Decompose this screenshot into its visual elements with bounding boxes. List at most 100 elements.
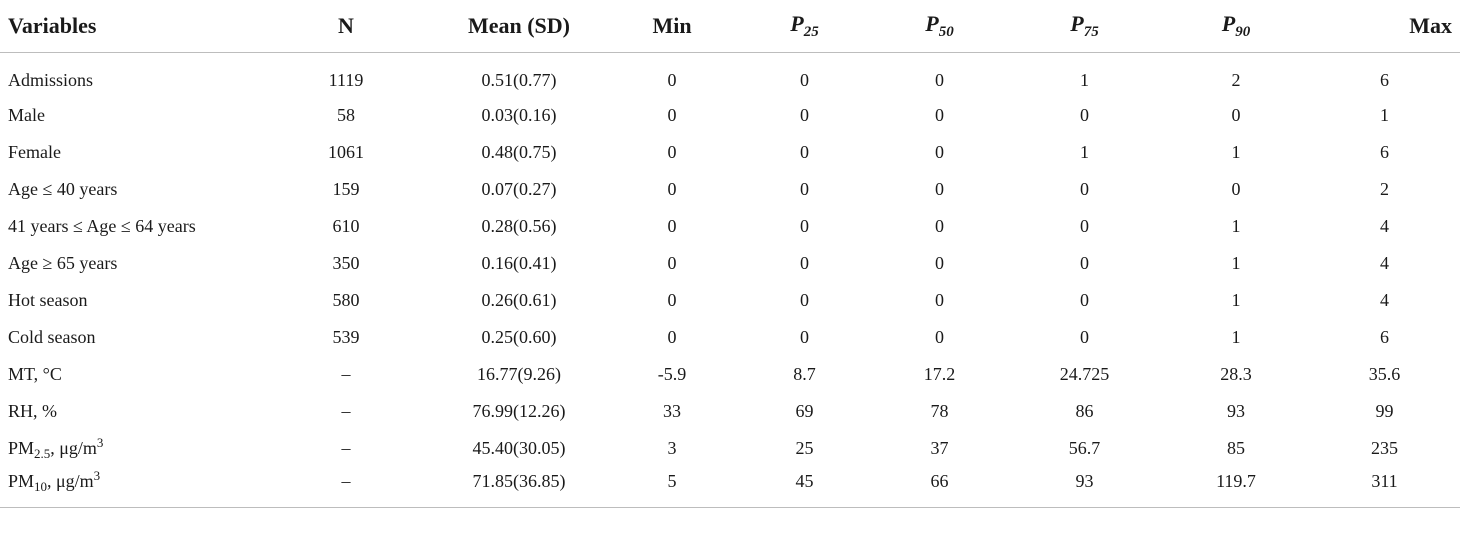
row-label-superscript: 3: [93, 467, 101, 483]
row-label: RH, %: [8, 401, 57, 421]
cell-mean-sd: 0.51(0.77): [481, 69, 557, 90]
cell-p75: 1: [1080, 142, 1089, 162]
cell-p75: 93: [1006, 467, 1163, 508]
cell-max: 6: [1380, 69, 1389, 90]
cell-p90: 1: [1231, 216, 1241, 236]
cell-mean-sd: 0.25(0.60): [481, 327, 557, 347]
header-max: Max: [1309, 0, 1460, 53]
cell-min: 0: [667, 290, 677, 310]
cell-p25: 0: [800, 69, 809, 90]
cell-min: -5.9: [657, 364, 687, 384]
cell-min: 0: [667, 327, 677, 347]
cell-min: 33: [663, 401, 681, 421]
cell-max: 99: [1375, 401, 1394, 421]
cell-p50: 0: [935, 290, 944, 310]
table-row: Female 1061 0.48(0.75) 0 0 0 1 1 6: [0, 134, 1460, 171]
table-row: Age ≤ 40 years 159 0.07(0.27) 0 0 0 0 0 2: [0, 171, 1460, 208]
table-row: 41 years ≤ Age ≤ 64 years 610 0.28(0.56) 0 0…: [0, 208, 1460, 245]
cell-mean-sd: 0.48(0.75): [481, 142, 557, 162]
cell-mean-sd: 76.99(12.26): [472, 401, 566, 421]
cell-p25: 0: [800, 105, 809, 125]
cell-n: –: [341, 438, 351, 458]
row-label: Male: [8, 105, 45, 125]
header-p25: P25: [736, 0, 873, 53]
cell-n: 610: [332, 216, 360, 236]
cell-min: 0: [667, 253, 677, 273]
cell-p50: 0: [935, 142, 944, 162]
row-label: MT, °C: [8, 364, 62, 384]
cell-p25: 0: [800, 253, 809, 273]
row-label: Hot season: [8, 290, 88, 310]
row-label-unit: , μg/m: [47, 470, 94, 491]
cell-p90: 1: [1231, 253, 1241, 273]
cell-mean-sd: 0.07(0.27): [481, 179, 557, 199]
row-label: Admissions: [8, 69, 94, 90]
cell-p75: 0: [1080, 216, 1089, 236]
cell-p90: 119.7: [1163, 467, 1309, 508]
row-label-subscript: 2.5: [34, 446, 51, 461]
header-p90-sub: 90: [1235, 24, 1251, 40]
cell-n: 1061: [328, 142, 364, 162]
cell-max: 311: [1309, 467, 1460, 508]
cell-p50: 17.2: [923, 364, 956, 384]
header-p75-sub: 75: [1083, 24, 1099, 40]
row-label-text: PM: [8, 438, 35, 458]
cell-n: 1119: [328, 69, 364, 90]
cell-p75: 0: [1080, 253, 1089, 273]
cell-p50: 0: [935, 179, 944, 199]
header-min: Min: [608, 0, 736, 53]
cell-min: 0: [667, 216, 677, 236]
cell-p90: 0: [1231, 105, 1241, 125]
cell-max: 4: [1380, 253, 1389, 273]
cell-p75: 56.7: [1068, 438, 1101, 458]
cell-max: 4: [1380, 290, 1389, 310]
row-label: 41 years ≤ Age ≤ 64 years: [8, 216, 196, 236]
header-p25-letter: P: [790, 11, 804, 36]
cell-p90: 28.3: [1220, 364, 1252, 384]
row-label: Age ≤ 40 years: [8, 179, 118, 199]
cell-n: 539: [332, 327, 360, 347]
header-p90: P90: [1163, 0, 1309, 53]
cell-mean-sd: 0.03(0.16): [481, 105, 557, 125]
cell-min: 0: [667, 105, 677, 125]
cell-max: 35.6: [1368, 364, 1401, 384]
cell-min: 0: [667, 142, 677, 162]
row-label-unit: , μg/m: [50, 438, 97, 458]
cell-p90: 1: [1231, 327, 1241, 347]
cell-p90: 0: [1231, 179, 1241, 199]
table-row: Admissions 1119 0.51(0.77) 0 0 0 1 2 6: [0, 53, 1460, 98]
cell-p50: 66: [873, 467, 1006, 508]
cell-p25: 45: [736, 467, 873, 508]
row-label: Age ≥ 65 years: [8, 253, 118, 273]
cell-p75: 1: [1080, 69, 1089, 90]
header-mean-sd: Mean (SD): [430, 0, 608, 53]
summary-statistics-table: Variables N Mean (SD) Min P25 P50 P75 P9…: [0, 0, 1460, 508]
cell-n: 159: [332, 179, 360, 199]
table-row: RH, % – 76.99(12.26) 33 69 78 86 93 99: [0, 393, 1460, 430]
cell-max: 4: [1380, 216, 1389, 236]
cell-mean-sd: 45.40(30.05): [472, 438, 566, 458]
table-body: Admissions 1119 0.51(0.77) 0 0 0 1 2 6 Male 58 0.03…: [0, 53, 1460, 508]
table-row: Hot season 580 0.26(0.61) 0 0 0 0 1 4: [0, 282, 1460, 319]
cell-p75: 0: [1080, 327, 1089, 347]
cell-max: 2: [1380, 179, 1389, 199]
row-label: PM10, μg/m3: [0, 467, 262, 508]
table-row: PM2.5, μg/m3–45.40(30.05) 3 25 37 56.7 85 235: [0, 430, 1460, 467]
cell-p50: 78: [930, 401, 949, 421]
row-label-superscript: 3: [96, 435, 104, 450]
cell-mean-sd: 0.16(0.41): [481, 253, 557, 273]
cell-mean-sd: 0.26(0.61): [481, 290, 557, 310]
cell-max: 1: [1380, 105, 1389, 125]
table-row: Male 58 0.03(0.16) 0 0 0 0 0 1: [0, 97, 1460, 134]
cell-mean-sd: 71.85(36.85): [430, 467, 608, 508]
header-row: Variables N Mean (SD) Min P25 P50 P75 P9…: [0, 0, 1460, 53]
cell-p50: 0: [935, 216, 944, 236]
row-label: PM2.5, μg/m3: [0, 430, 262, 467]
row-label-subscript: 10: [34, 478, 48, 494]
cell-n: 350: [332, 253, 360, 273]
cell-max: 235: [1371, 438, 1398, 458]
table-row: Age ≥ 65 years 350 0.16(0.41) 0 0 0 0 1 4: [0, 245, 1460, 282]
header-p90-letter: P: [1221, 11, 1236, 36]
header-p50: P50: [873, 0, 1006, 53]
